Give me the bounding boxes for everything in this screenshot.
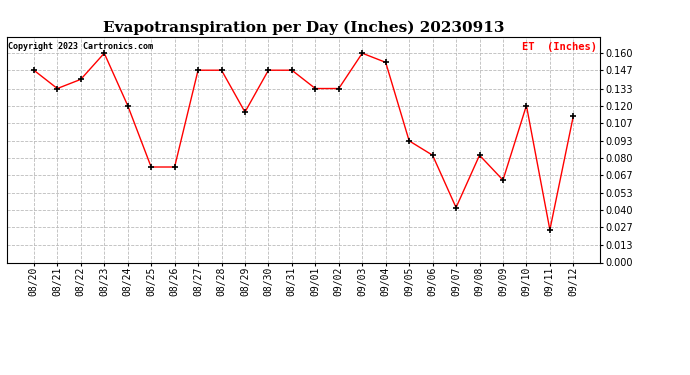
Text: ET  (Inches): ET (Inches) [522,42,598,52]
Title: Evapotranspiration per Day (Inches) 20230913: Evapotranspiration per Day (Inches) 2023… [103,21,504,35]
Text: Copyright 2023 Cartronics.com: Copyright 2023 Cartronics.com [8,42,153,51]
